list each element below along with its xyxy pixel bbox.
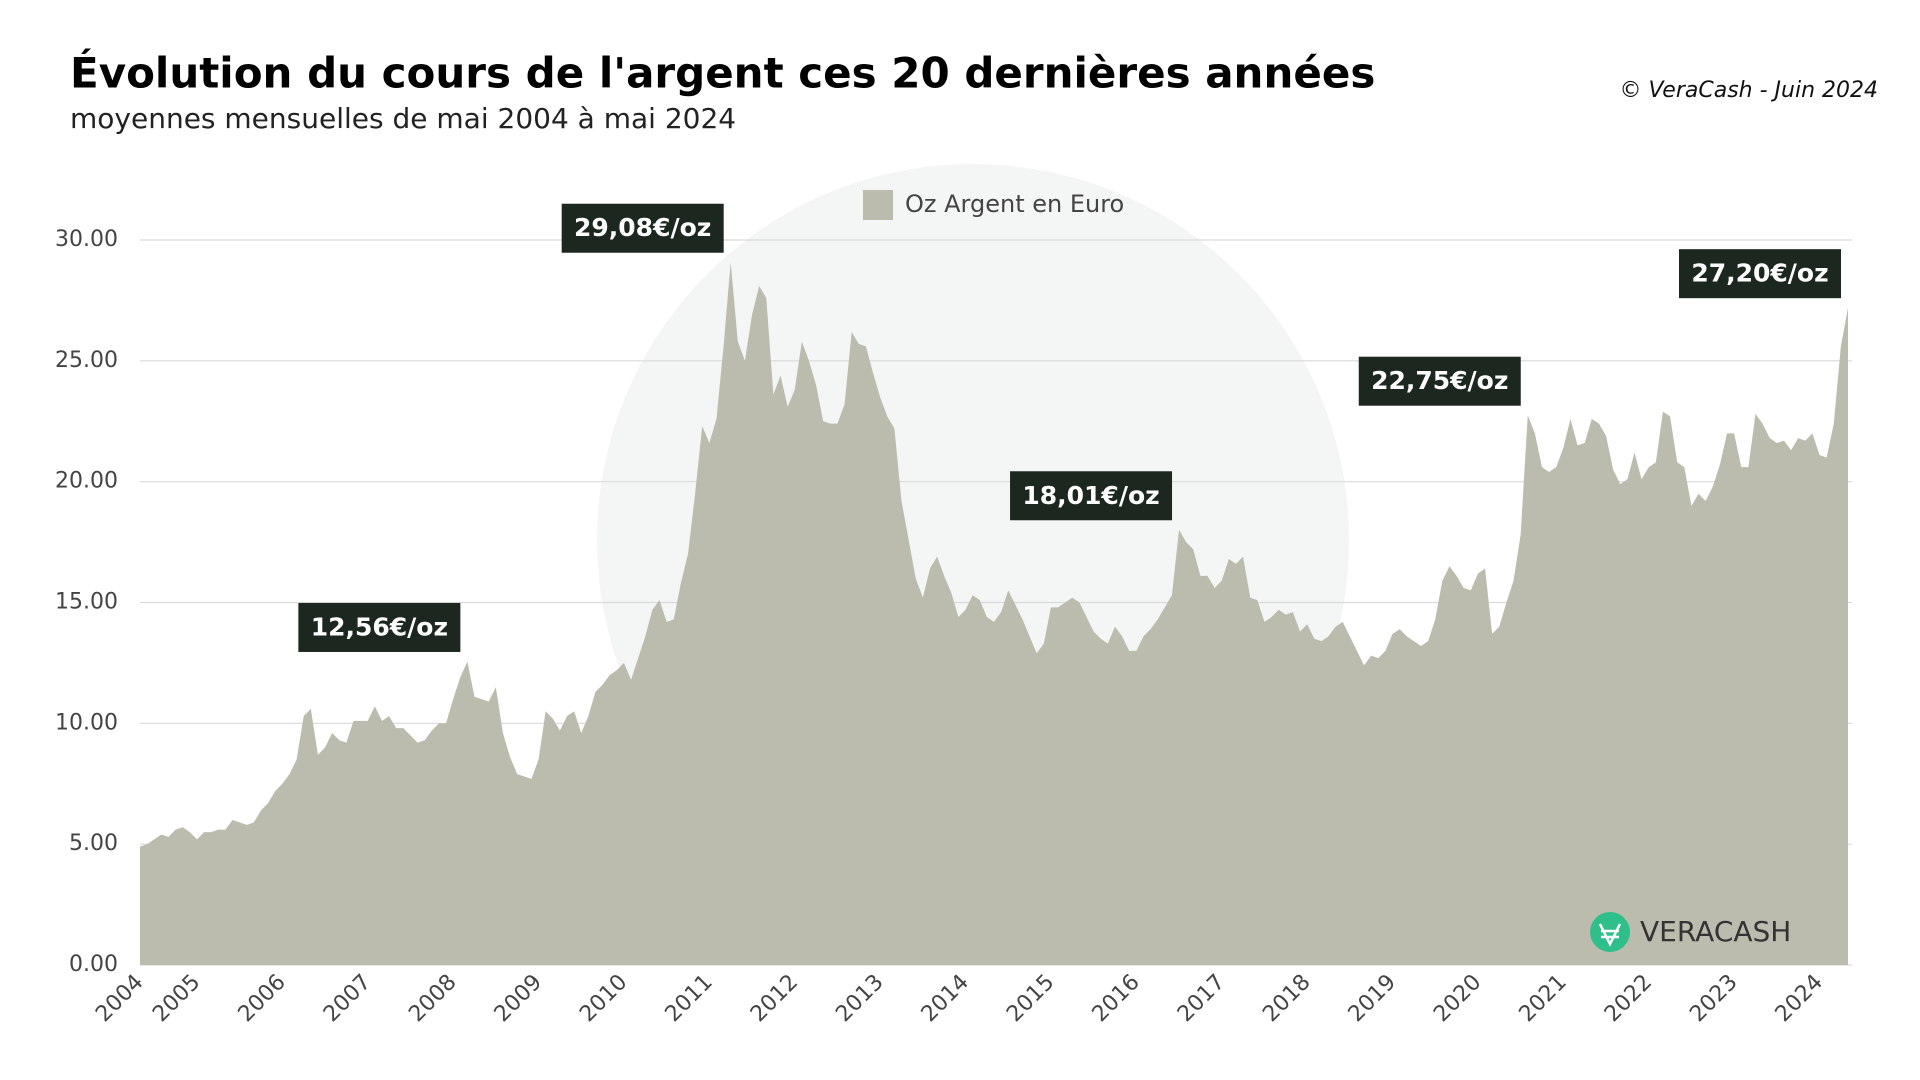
x-tick-label: 2022 — [1600, 970, 1657, 1027]
x-tick-label: 2016 — [1088, 970, 1145, 1027]
x-tick-label: 2008 — [404, 970, 461, 1027]
annotation: 22,75€/oz — [1371, 366, 1508, 395]
source: © VeraCash - Juin 2024 — [1620, 78, 1878, 103]
annotation-box — [1010, 471, 1173, 521]
y-tick-label: 10.00 — [55, 710, 118, 735]
chart-subtitle: moyennes mensuelles de mai 2004 à mai 20… — [70, 102, 736, 135]
chart-title: Évolution du cours de l'argent ces 20 de… — [70, 48, 1375, 98]
y-tick-label: 30.00 — [55, 227, 118, 252]
annotation: 27,20€/oz — [1691, 259, 1828, 288]
x-tick-label: 2007 — [319, 970, 376, 1027]
annotation: 18,01€/oz — [1022, 481, 1159, 510]
x-tick-label: 2024 — [1771, 970, 1828, 1027]
annotation-box — [561, 203, 724, 253]
x-tick-label: 2023 — [1685, 970, 1742, 1027]
legend-swatch — [863, 190, 893, 220]
x-tick-label: 2020 — [1429, 970, 1486, 1027]
y-tick-label: 0.00 — [69, 952, 118, 977]
x-tick-label: 2005 — [148, 970, 205, 1027]
x-tick-label: 2011 — [661, 970, 718, 1027]
x-tick-label: 2015 — [1002, 970, 1059, 1027]
x-tick-label: 2019 — [1344, 970, 1401, 1027]
annotation-box — [298, 602, 461, 652]
plot: 0.00 5.00 10.00 15.00 20.00 25.00 30.00 Oz Arge… — [55, 190, 1852, 1027]
y-tick-label: 15.00 — [55, 590, 118, 615]
x-tick-label: 2017 — [1173, 970, 1230, 1027]
annotation-box — [1358, 356, 1521, 406]
area — [140, 262, 1848, 966]
annotation-box — [1679, 249, 1841, 299]
brand: VERACASH — [1640, 915, 1791, 948]
x-tick-label: 2004 — [91, 970, 148, 1027]
x-tick-label: 2006 — [234, 970, 291, 1027]
x-tick-label: 2013 — [831, 970, 888, 1027]
x-tick-label: 2021 — [1515, 970, 1572, 1027]
x-tick-label: 2018 — [1258, 970, 1315, 1027]
annotation: 12,56€/oz — [311, 612, 448, 641]
y-tick-label: 25.00 — [55, 348, 118, 373]
x-tick-label: 2010 — [575, 970, 632, 1027]
x-tick-label: 2009 — [490, 970, 547, 1027]
legend-label: Oz Argent en Euro — [905, 190, 1124, 218]
y-tick-label: 5.00 — [69, 831, 118, 856]
annotation: 29,08€/oz — [574, 213, 711, 242]
logo-glyph — [1598, 923, 1622, 947]
y-tick-label: 20.00 — [55, 469, 118, 494]
x-tick-label: 2014 — [917, 970, 974, 1027]
x-tick-label: 2012 — [746, 970, 803, 1027]
